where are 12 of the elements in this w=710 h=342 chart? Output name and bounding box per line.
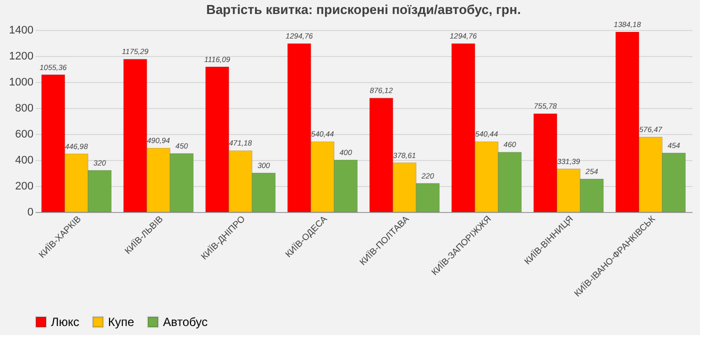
chart-title: Вартість квитка: прискорені поїзди/автобус, грн. (206, 2, 521, 18)
y-tick-label: 1200 (9, 50, 34, 62)
y-tick-label: 0 (27, 206, 34, 218)
y-tick-label: 1000 (9, 76, 34, 88)
y-tick-label: 400 (15, 154, 34, 166)
y-tick-label: 800 (15, 102, 34, 114)
legend-label: Люкс (51, 315, 80, 329)
y-tick-label: 1400 (9, 24, 34, 36)
legend-label: Автобус (163, 315, 208, 329)
y-tick-label: 200 (15, 180, 34, 192)
legend-label: Купе (108, 315, 134, 329)
y-tick-label: 600 (15, 128, 34, 140)
